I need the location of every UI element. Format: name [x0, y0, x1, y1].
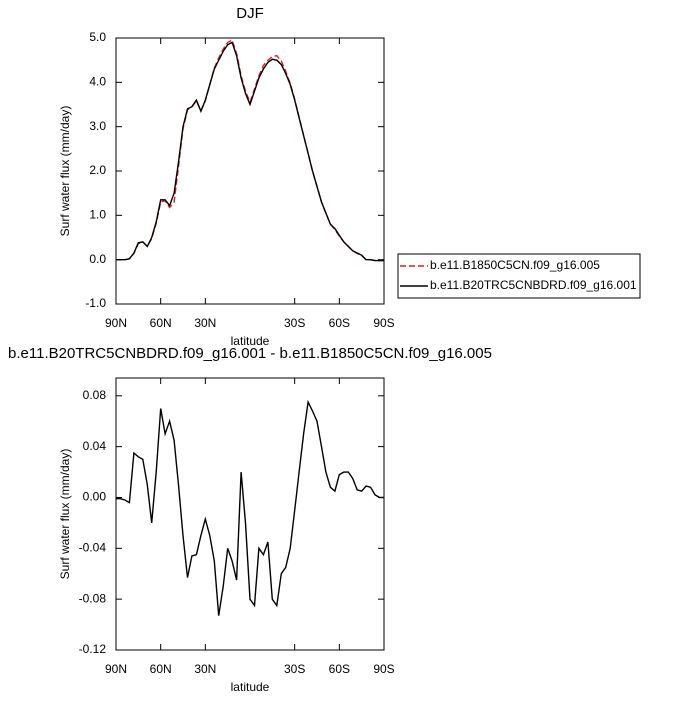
y-axis-label: Surf water flux (mm/day) [58, 449, 72, 580]
x-tick-label: 60S [329, 316, 350, 330]
y-tick-label: -1.0 [85, 296, 106, 310]
x-tick-label: 30S [284, 662, 305, 676]
x-tick-label: 60N [150, 316, 172, 330]
y-axis-label: Surf water flux (mm/day) [58, 106, 72, 237]
legend-box [397, 253, 641, 299]
x-tick-label: 90N [105, 316, 127, 330]
x-tick-label: 30S [284, 316, 305, 330]
y-tick-label: 3.0 [89, 119, 106, 133]
y-tick-label: -0.08 [79, 591, 107, 605]
series-line [116, 39, 384, 262]
y-tick-label: 1.0 [89, 208, 106, 222]
y-tick-label: -0.12 [79, 642, 107, 656]
x-tick-label: 90S [373, 662, 394, 676]
y-tick-label: -0.04 [79, 540, 107, 554]
y-tick-label: 0.00 [83, 490, 107, 504]
x-tick-label: 60N [150, 662, 172, 676]
series-line [116, 41, 384, 262]
plot-frame [115, 377, 385, 651]
y-tick-label: 0.0 [89, 252, 106, 266]
x-axis-label: latitude [231, 334, 270, 348]
y-tick-label: 5.0 [89, 30, 106, 44]
chart-title: b.e11.B20TRC5CNBDRD.f09_g16.001 - b.e11.… [8, 345, 492, 362]
plot-frame [115, 37, 385, 305]
chart-title: DJF [236, 5, 264, 22]
x-tick-label: 90N [105, 662, 127, 676]
x-tick-label: 30N [194, 316, 216, 330]
x-tick-label: 30N [194, 662, 216, 676]
legend-label: b.e11.B1850C5CN.f09_g16.005 [430, 258, 600, 272]
x-tick-label: 60S [329, 662, 350, 676]
series-line [116, 399, 384, 616]
legend-label: b.e11.B20TRC5CNBDRD.f09_g16.001 [430, 278, 637, 292]
x-tick-label: 90S [373, 316, 394, 330]
y-tick-label: 4.0 [89, 75, 106, 89]
y-tick-label: 0.08 [83, 388, 107, 402]
y-tick-label: 2.0 [89, 163, 106, 177]
x-axis-label: latitude [231, 680, 270, 694]
y-tick-label: 0.04 [83, 439, 107, 453]
